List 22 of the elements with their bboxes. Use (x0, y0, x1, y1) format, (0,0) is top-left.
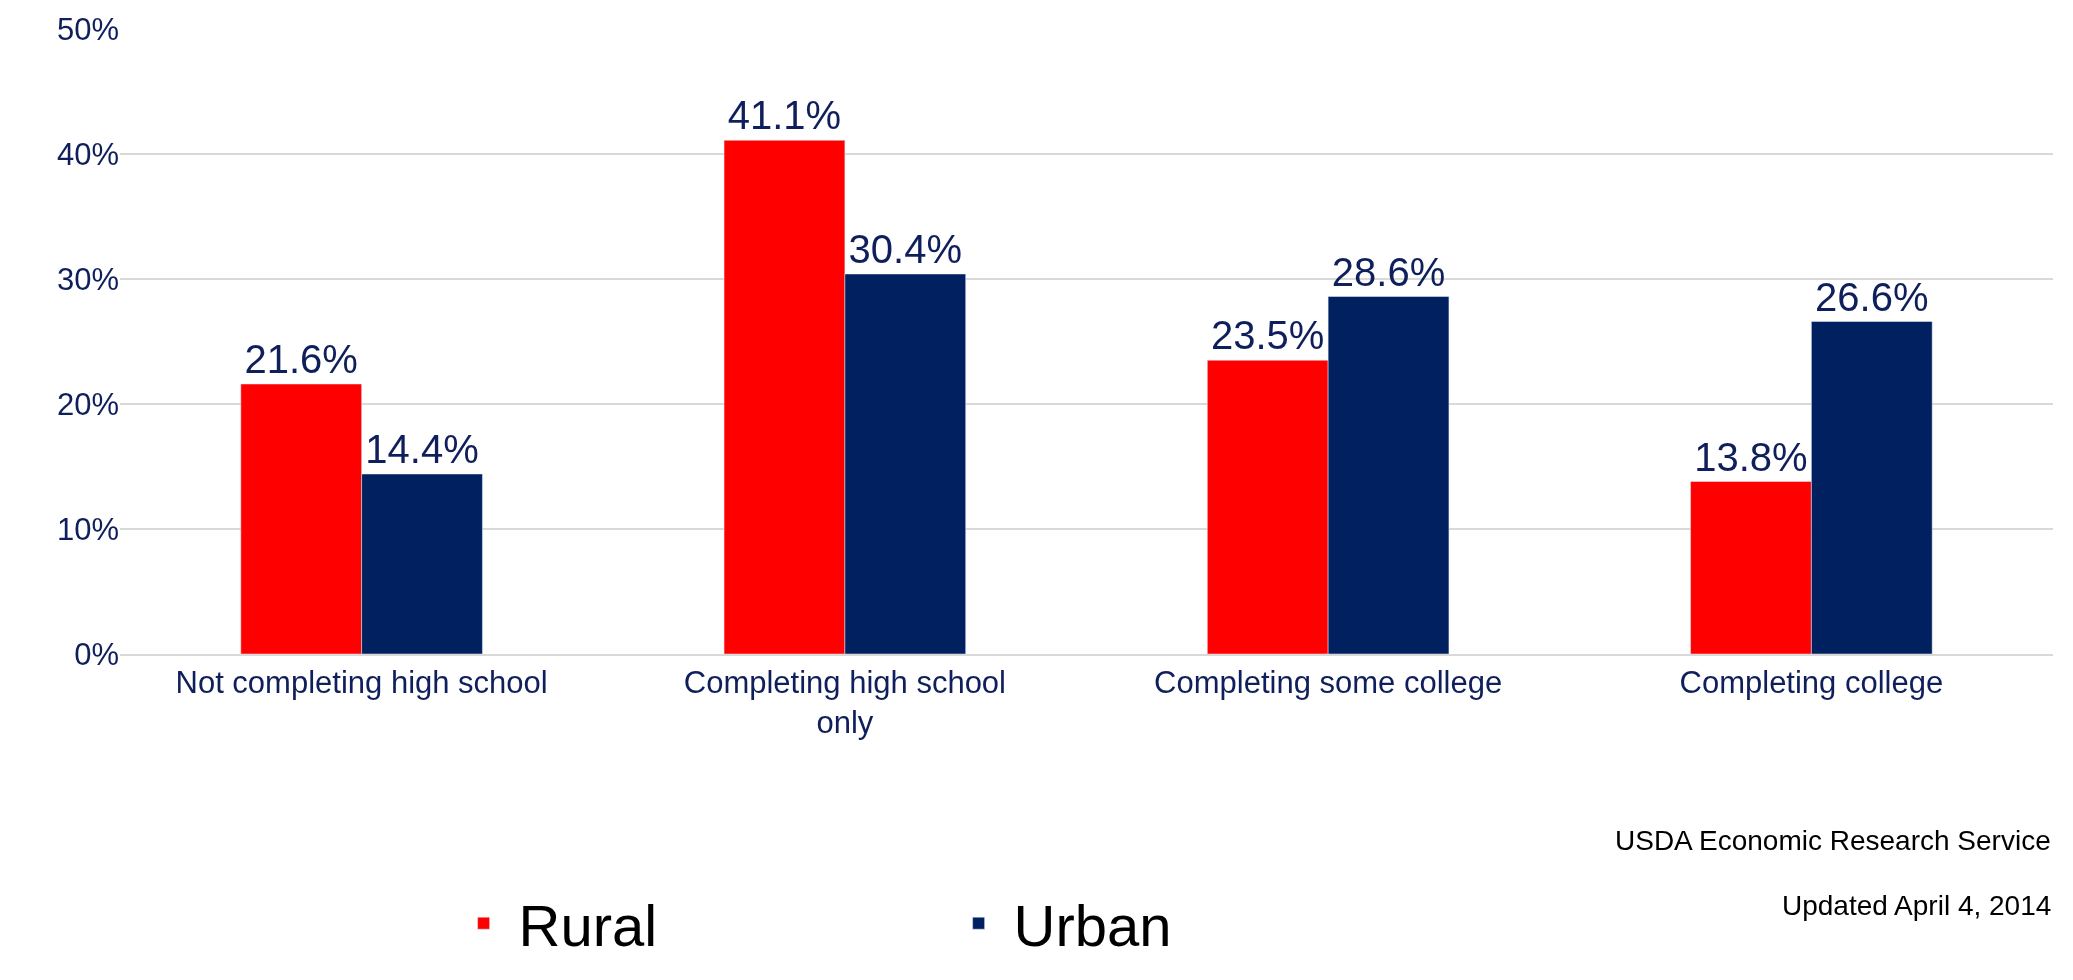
data-label: 26.6% (1815, 274, 1929, 319)
y-tick-label: 50% (56, 11, 119, 47)
data-label: 14.4% (365, 427, 479, 471)
x-tick-label: Completing high school only (683, 664, 1007, 741)
data-label: 28.6% (1331, 249, 1446, 294)
legend-label: Urban (1013, 892, 1172, 958)
y-tick-label: 40% (56, 136, 119, 172)
data-label: 30.4% (848, 227, 962, 271)
y-tick-label: 20% (56, 386, 119, 422)
data-label: 23.5% (1211, 313, 1325, 358)
legend-label: Rural (518, 892, 658, 958)
x-tick-label: Completing college (1679, 664, 1944, 700)
y-tick-label: 30% (56, 261, 119, 297)
data-label: 21.6% (244, 337, 358, 381)
data-label: 13.8% (1694, 434, 1808, 479)
data-label: 41.1% (727, 93, 842, 138)
x-tick-label: Completing some college (1154, 664, 1503, 700)
text: USDA Economic Research Service (1615, 825, 2051, 856)
text: Updated April 4, 2014 (1782, 890, 2052, 921)
y-tick-label: 0% (74, 636, 119, 672)
y-tick-label: 10% (56, 511, 119, 547)
x-tick-label: Not completing high school (175, 664, 548, 700)
